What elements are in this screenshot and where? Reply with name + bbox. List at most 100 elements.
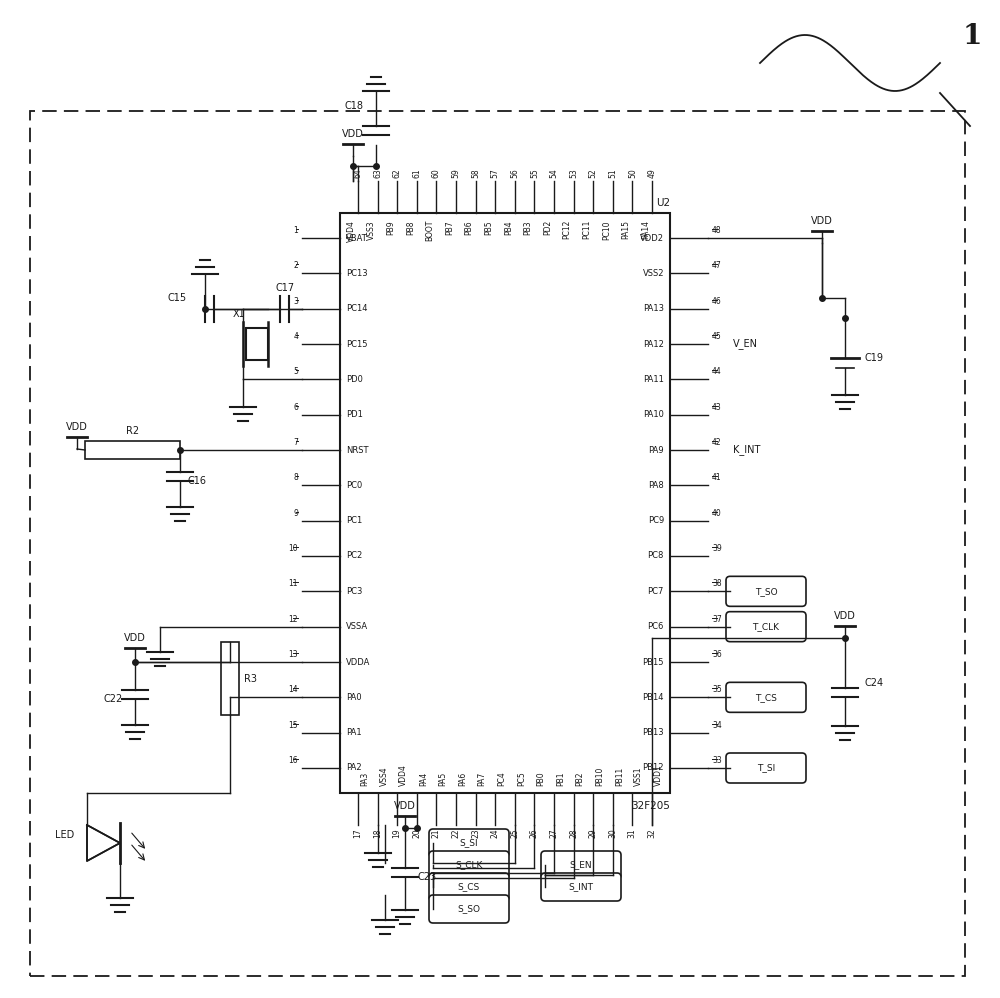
Text: PC15: PC15	[346, 339, 368, 348]
Text: 10: 10	[288, 544, 298, 553]
Text: PB9: PB9	[386, 220, 395, 235]
Text: 36: 36	[712, 650, 722, 659]
Text: PB1: PB1	[556, 771, 565, 786]
FancyBboxPatch shape	[429, 895, 509, 923]
Text: S_SO: S_SO	[457, 904, 480, 913]
Text: PC0: PC0	[346, 481, 362, 490]
Text: PD2: PD2	[543, 220, 552, 236]
Text: 37: 37	[712, 615, 722, 624]
Text: 35: 35	[712, 686, 722, 695]
Text: 51: 51	[608, 169, 617, 178]
Text: 31: 31	[628, 828, 637, 837]
Text: R2: R2	[126, 426, 139, 436]
Text: BOOT: BOOT	[425, 220, 434, 242]
Text: PB10: PB10	[595, 766, 604, 786]
Text: 60: 60	[432, 169, 441, 178]
Text: PA6: PA6	[458, 771, 467, 786]
Text: C24: C24	[865, 678, 884, 688]
Text: VSS4: VSS4	[380, 766, 389, 786]
Text: 48: 48	[712, 226, 722, 235]
Text: PB12: PB12	[642, 763, 664, 772]
Text: 18: 18	[373, 828, 382, 837]
Text: S_SI: S_SI	[460, 838, 478, 847]
Text: 21: 21	[432, 828, 441, 837]
Text: PB4: PB4	[504, 220, 513, 235]
Text: 25: 25	[510, 828, 519, 837]
Text: 3: 3	[293, 296, 298, 305]
Text: 57: 57	[491, 169, 500, 178]
Text: 1: 1	[293, 226, 298, 235]
Text: PA1: PA1	[346, 729, 362, 738]
Text: PA15: PA15	[621, 220, 630, 239]
Text: 12: 12	[288, 615, 298, 624]
Text: PA7: PA7	[478, 771, 487, 786]
Text: 27: 27	[550, 828, 558, 837]
Text: PC5: PC5	[517, 771, 526, 786]
Text: 17: 17	[354, 828, 362, 837]
Text: T_CLK: T_CLK	[752, 622, 779, 631]
Text: 9: 9	[293, 509, 298, 518]
Text: 47: 47	[712, 261, 722, 270]
Text: VDD: VDD	[394, 801, 416, 811]
Text: PC3: PC3	[346, 587, 362, 596]
Text: 7: 7	[293, 438, 298, 447]
Text: 22: 22	[451, 828, 460, 837]
Text: 15: 15	[288, 721, 298, 730]
Text: PB14: PB14	[642, 693, 664, 702]
Text: PC7: PC7	[648, 587, 664, 596]
Text: VDD: VDD	[342, 129, 364, 139]
FancyBboxPatch shape	[541, 873, 621, 901]
Text: S_INT: S_INT	[568, 882, 594, 891]
Text: PA3: PA3	[360, 771, 369, 786]
Text: PC2: PC2	[346, 552, 362, 561]
Text: X1: X1	[233, 309, 245, 319]
Text: VSS2: VSS2	[642, 268, 664, 277]
Text: VDD4: VDD4	[347, 220, 356, 242]
Text: LED: LED	[55, 830, 74, 840]
Text: 56: 56	[510, 169, 519, 178]
Text: 40: 40	[712, 509, 722, 518]
Bar	[221, 643, 239, 716]
Text: 6: 6	[293, 402, 298, 411]
Text: 45: 45	[712, 332, 722, 341]
Text: S_CLK: S_CLK	[455, 860, 483, 869]
Text: 5: 5	[293, 367, 298, 376]
Text: PB7: PB7	[445, 220, 454, 235]
Text: PC8: PC8	[648, 552, 664, 561]
Text: T_SO: T_SO	[755, 587, 777, 596]
Text: 16: 16	[288, 756, 298, 765]
FancyBboxPatch shape	[429, 851, 509, 879]
Bar	[85, 441, 180, 459]
Text: PA5: PA5	[438, 771, 447, 786]
Text: PC13: PC13	[346, 268, 368, 277]
FancyBboxPatch shape	[726, 683, 806, 713]
Text: C23: C23	[417, 872, 436, 882]
Text: T_CS: T_CS	[755, 693, 777, 702]
Text: 61: 61	[412, 169, 421, 178]
Text: C19: C19	[865, 353, 884, 363]
Text: VDD: VDD	[834, 611, 856, 621]
Text: VBAT: VBAT	[346, 234, 368, 243]
Text: VSS3: VSS3	[367, 220, 376, 240]
Text: 14: 14	[288, 686, 298, 695]
Text: 33: 33	[712, 756, 722, 765]
Text: PC9: PC9	[648, 516, 664, 525]
Text: C18: C18	[344, 101, 363, 111]
Text: 20: 20	[412, 828, 421, 837]
Text: PC4: PC4	[497, 771, 506, 786]
Text: 54: 54	[550, 169, 558, 178]
Text: PD1: PD1	[346, 410, 363, 419]
Text: S_EN: S_EN	[570, 860, 592, 869]
Text: 23: 23	[471, 828, 480, 837]
FancyBboxPatch shape	[726, 753, 806, 783]
Text: PC11: PC11	[582, 220, 591, 240]
Text: PA14: PA14	[641, 220, 650, 239]
Text: PB11: PB11	[615, 766, 624, 786]
Bar	[246, 328, 268, 360]
Text: PB2: PB2	[576, 771, 585, 786]
Text: 2: 2	[293, 261, 298, 270]
Text: VDD: VDD	[124, 633, 146, 643]
Text: C16: C16	[187, 476, 206, 486]
Text: PA10: PA10	[643, 410, 664, 419]
Text: PB8: PB8	[406, 220, 415, 235]
